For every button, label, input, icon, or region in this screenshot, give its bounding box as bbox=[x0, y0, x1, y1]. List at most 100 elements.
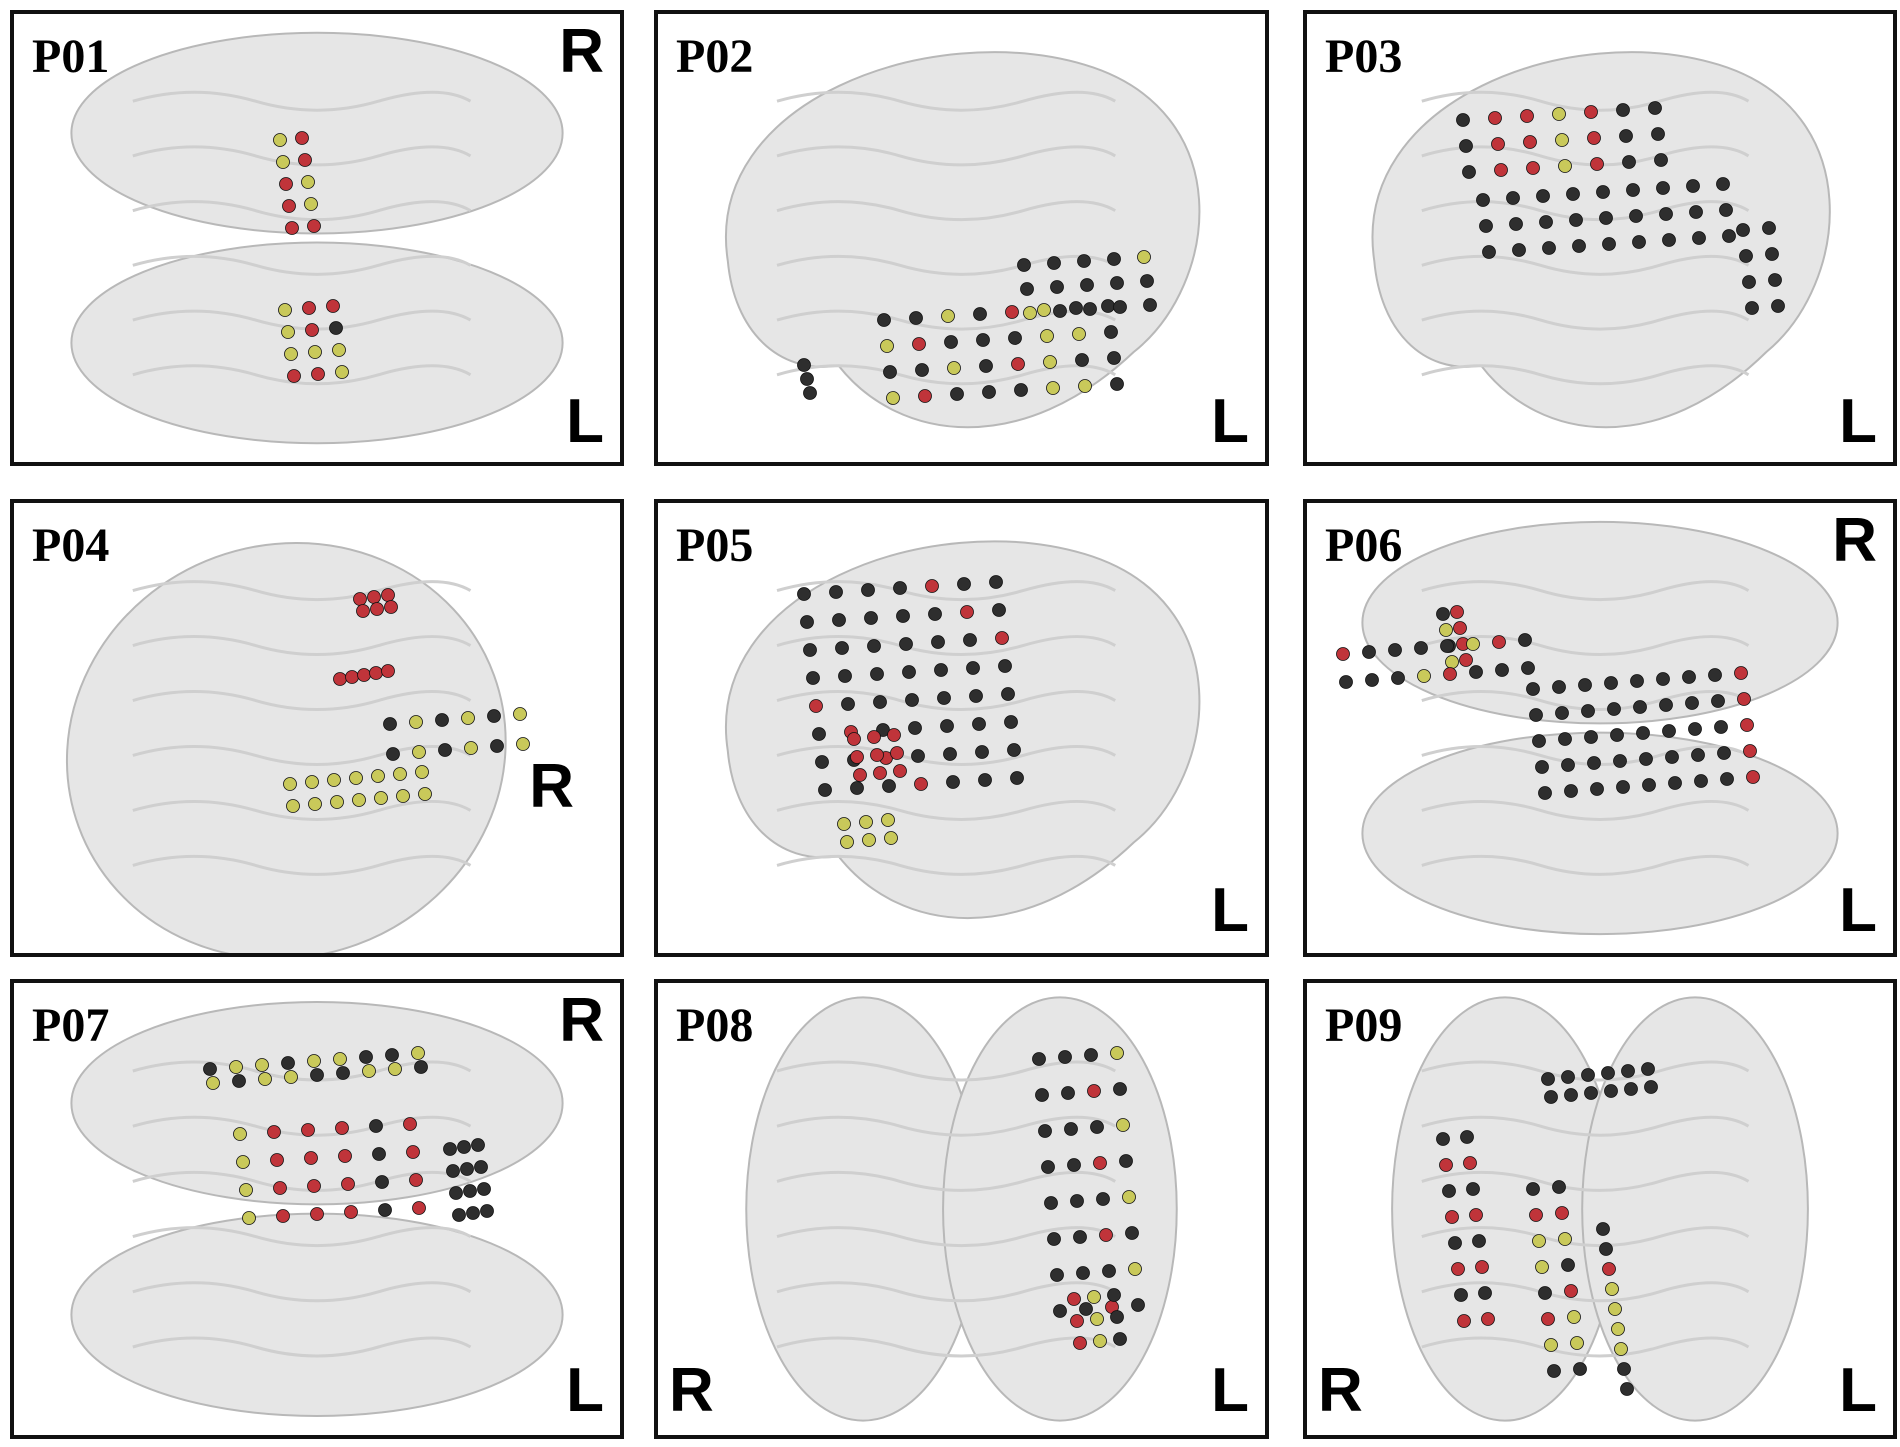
electrode bbox=[910, 312, 923, 325]
electrode bbox=[1415, 642, 1428, 655]
electrode bbox=[1585, 731, 1598, 744]
electrode bbox=[903, 666, 916, 679]
electrode bbox=[1449, 1237, 1462, 1250]
electrode bbox=[1625, 1083, 1638, 1096]
electrode bbox=[1605, 677, 1618, 690]
electrode bbox=[900, 638, 913, 651]
panel: P07RL bbox=[12, 981, 622, 1437]
electrode bbox=[207, 1077, 220, 1090]
electrode bbox=[302, 176, 315, 189]
electrode bbox=[1051, 1269, 1064, 1282]
electrode bbox=[1591, 783, 1604, 796]
electrode bbox=[1712, 695, 1725, 708]
electrode bbox=[1437, 1133, 1450, 1146]
electrode bbox=[1615, 1343, 1628, 1356]
electrode bbox=[1720, 204, 1733, 217]
electrode bbox=[1392, 672, 1405, 685]
electrode bbox=[1527, 1183, 1540, 1196]
electrode bbox=[977, 334, 990, 347]
electrode bbox=[444, 1143, 457, 1156]
electrode bbox=[1039, 1125, 1052, 1138]
electrode bbox=[358, 669, 371, 682]
electrode bbox=[1051, 281, 1064, 294]
electrode bbox=[1495, 164, 1508, 177]
electrode bbox=[1489, 112, 1502, 125]
electrode bbox=[517, 738, 530, 751]
electrode bbox=[1519, 634, 1532, 647]
electrode bbox=[1562, 1071, 1575, 1084]
electrode bbox=[951, 388, 964, 401]
electrode bbox=[1366, 674, 1379, 687]
electrode bbox=[804, 644, 817, 657]
electrode bbox=[1743, 276, 1756, 289]
electrode bbox=[1144, 299, 1157, 312]
electrode bbox=[1091, 1313, 1104, 1326]
electrode bbox=[1597, 186, 1610, 199]
electrode bbox=[491, 740, 504, 753]
electrode bbox=[1533, 1235, 1546, 1248]
electrode bbox=[331, 796, 344, 809]
electrode bbox=[1048, 1233, 1061, 1246]
electrode bbox=[1015, 384, 1028, 397]
electrode bbox=[944, 748, 957, 761]
electrode bbox=[1746, 302, 1759, 315]
electrode bbox=[1627, 184, 1640, 197]
electrode bbox=[481, 1205, 494, 1218]
electrode bbox=[1073, 328, 1086, 341]
electrode bbox=[1715, 721, 1728, 734]
electrode bbox=[883, 780, 896, 793]
electrode bbox=[306, 776, 319, 789]
electrode bbox=[387, 748, 400, 761]
electrode bbox=[285, 1071, 298, 1084]
electrode bbox=[1683, 671, 1696, 684]
electrode bbox=[976, 746, 989, 759]
electrode bbox=[1559, 160, 1572, 173]
orientation-label: R bbox=[669, 1356, 714, 1425]
electrode bbox=[1689, 723, 1702, 736]
electrode bbox=[1642, 1063, 1655, 1076]
electrode bbox=[1446, 656, 1459, 669]
electrode bbox=[453, 1209, 466, 1222]
electrode bbox=[373, 1148, 386, 1161]
electrode bbox=[330, 322, 343, 335]
electrode bbox=[384, 718, 397, 731]
electrode bbox=[1074, 1337, 1087, 1350]
electrode bbox=[851, 751, 864, 764]
electrode bbox=[1077, 1267, 1090, 1280]
electrode bbox=[1437, 608, 1450, 621]
electrode bbox=[874, 696, 887, 709]
electrode bbox=[230, 1061, 243, 1074]
electrode bbox=[1568, 1311, 1581, 1324]
electrode bbox=[1579, 679, 1592, 692]
orientation-label: L bbox=[1211, 1356, 1249, 1425]
electrode bbox=[277, 1210, 290, 1223]
electrode bbox=[1457, 114, 1470, 127]
electrode bbox=[1100, 1229, 1113, 1242]
electrode bbox=[1009, 332, 1022, 345]
electrode bbox=[465, 742, 478, 755]
electrode bbox=[807, 672, 820, 685]
electrode bbox=[990, 576, 1003, 589]
electrode bbox=[1141, 275, 1154, 288]
electrode bbox=[1337, 648, 1350, 661]
electrode bbox=[1103, 1265, 1116, 1278]
electrode bbox=[237, 1156, 250, 1169]
electrode bbox=[375, 792, 388, 805]
electrode bbox=[1094, 1157, 1107, 1170]
panel-label: P02 bbox=[676, 30, 753, 83]
electrode bbox=[1492, 138, 1505, 151]
electrode bbox=[973, 718, 986, 731]
electrode bbox=[386, 1049, 399, 1062]
electrode bbox=[926, 580, 939, 593]
electrode bbox=[1094, 1335, 1107, 1348]
electrode bbox=[1524, 136, 1537, 149]
panel: P09RL bbox=[1305, 981, 1895, 1437]
figure: P01RLP02LP03LP04RP05LP06RLP07RLP08RLP09R… bbox=[0, 0, 1900, 1442]
electrode bbox=[1045, 1197, 1058, 1210]
electrode bbox=[312, 368, 325, 381]
electrode bbox=[1600, 212, 1613, 225]
electrode bbox=[234, 1128, 247, 1141]
electrode bbox=[385, 601, 398, 614]
electrode bbox=[1631, 675, 1644, 688]
